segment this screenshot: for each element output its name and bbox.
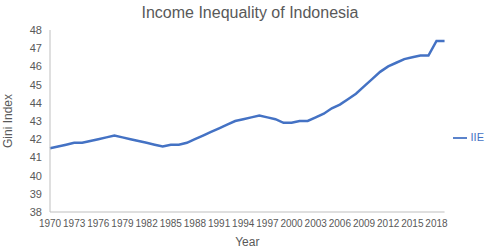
svg-text:2018: 2018: [425, 218, 448, 229]
svg-text:48: 48: [30, 26, 42, 36]
svg-text:47: 47: [30, 42, 42, 54]
svg-text:2003: 2003: [305, 218, 328, 229]
svg-text:1991: 1991: [208, 218, 231, 229]
svg-text:1979: 1979: [111, 218, 134, 229]
svg-text:39: 39: [30, 188, 42, 200]
svg-text:Gini Index: Gini Index: [8, 94, 15, 148]
html-text:IIE: IIE: [470, 131, 484, 143]
svg-text:2006: 2006: [329, 218, 352, 229]
svg-text:42: 42: [30, 133, 42, 145]
svg-text:40: 40: [30, 170, 42, 182]
svg-text:1988: 1988: [184, 218, 207, 229]
svg-text:1970: 1970: [39, 218, 62, 229]
svg-text:1973: 1973: [63, 218, 86, 229]
svg-text:45: 45: [30, 79, 42, 91]
svg-text:2009: 2009: [353, 218, 376, 229]
svg-text:46: 46: [30, 60, 42, 72]
svg-text:2000: 2000: [280, 218, 303, 229]
svg-text:1985: 1985: [160, 218, 183, 229]
svg-text:1997: 1997: [256, 218, 279, 229]
svg-text:1994: 1994: [232, 218, 255, 229]
svg-text:2015: 2015: [401, 218, 424, 229]
svg-text:1976: 1976: [87, 218, 110, 229]
svg-text:1982: 1982: [135, 218, 158, 229]
svg-text:2012: 2012: [377, 218, 400, 229]
svg-text:38: 38: [30, 206, 42, 218]
svg-text:43: 43: [30, 115, 42, 127]
html-text:Income Inequality of Indonesia: Income Inequality of Indonesia: [141, 4, 359, 21]
svg-text:44: 44: [30, 97, 42, 109]
svg-text:Year: Year: [235, 235, 259, 249]
svg-text:41: 41: [30, 151, 42, 163]
